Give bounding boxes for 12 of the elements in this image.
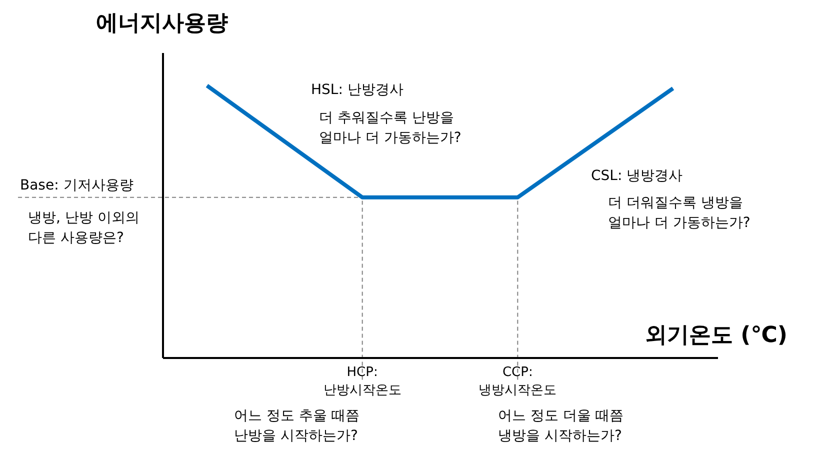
text: 냉방, 난방 이외의 다른 사용량은? [28,209,140,248]
annotation: 더 더워질수록 냉방을 얼마나 더 가동하는가? [608,194,750,233]
annotation: CSL: 냉방경사 [591,167,683,186]
text: 어느 정도 더울 때쯤 냉방을 시작하는가? [498,407,624,446]
y-axis-title: 에너지사용량 [96,10,228,38]
annotation: HSL: 난방경사 [311,81,404,100]
x-tick-label: HCP: 난방시작온도 [323,365,402,398]
annotation: 더 추워질수록 난방을 얼마나 더 가동하는가? [319,109,462,148]
x-axis-title: 외기온도 (℃) [645,322,788,350]
ref-line-label: Base: 기저사용량 [20,177,134,194]
text: 어느 정도 추울 때쯤 난방을 시작하는가? [234,407,360,446]
x-tick-label: CCP: 냉방시작온도 [478,365,557,398]
